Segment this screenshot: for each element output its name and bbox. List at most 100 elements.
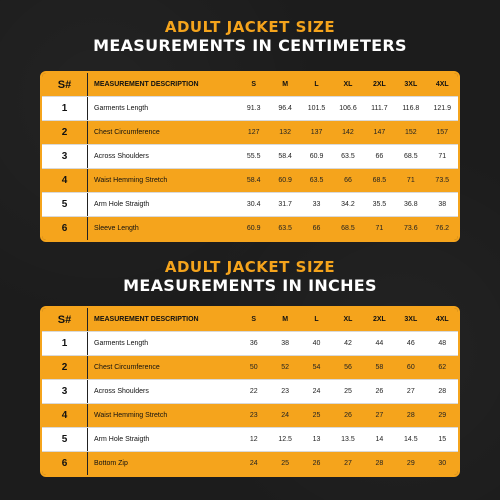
row-description: Garments Length: [94, 340, 149, 347]
table-row: 2 Chest Circumference 127 132 137 142 147 152 15…: [42, 120, 458, 144]
row-value: 60.9: [278, 177, 292, 184]
row-value: 68.5: [404, 153, 418, 160]
row-value: 30: [438, 460, 447, 467]
header-size-3xl: 3XL: [404, 81, 418, 88]
row-value: 42: [344, 340, 352, 347]
row-value: 24: [312, 388, 321, 395]
row-number: 5: [42, 428, 88, 451]
row-number: 4: [42, 404, 88, 427]
header-number: S#: [42, 73, 88, 96]
row-description: Arm Hole Straigth: [94, 436, 150, 443]
row-value: 157: [436, 129, 449, 136]
inches-table: S# MEASUREMENT DESCRIPTION S M L XL 2XL 3XL 4XL 1…: [40, 306, 460, 477]
row-value: 63.5: [309, 177, 324, 184]
row-value: 60.9: [309, 153, 324, 160]
row-value: 71: [438, 153, 447, 160]
row-number: 2: [42, 356, 88, 379]
row-value: 35.5: [372, 201, 387, 208]
row-value: 31.7: [278, 201, 292, 208]
table-row: 1 Garments Length 91.3 96.4 101.5 106.6 111.7 1…: [42, 96, 458, 120]
header-size-4xl: 4XL: [435, 81, 449, 88]
table-row: 6 Sleeve Length 60.9 63.5 66 68.5 71 73.6 76.2: [42, 216, 458, 240]
row-value: 23: [249, 412, 258, 419]
row-value: 14: [375, 436, 384, 443]
row-value: 28: [406, 412, 415, 419]
header-description: MEASUREMENT DESCRIPTION: [94, 316, 199, 323]
row-value: 48: [438, 340, 447, 347]
header-size-2xl: 2XL: [372, 316, 386, 323]
row-description: Bottom Zip: [94, 460, 128, 467]
row-value: 25: [312, 412, 321, 419]
row-value: 62: [438, 364, 447, 371]
cm-title-line1: ADULT JACKET SIZE: [164, 18, 336, 36]
row-value: 152: [404, 129, 417, 136]
row-value: 63.5: [278, 225, 292, 232]
row-value: 29: [438, 412, 447, 419]
header-size-3xl: 3XL: [404, 316, 418, 323]
row-value: 132: [279, 129, 291, 136]
header-size-xl: XL: [343, 316, 353, 323]
row-value: 34.2: [341, 201, 355, 208]
row-value: 28: [438, 388, 447, 395]
row-number: 5: [42, 193, 88, 216]
row-value: 60: [406, 364, 415, 371]
row-value: 15: [438, 436, 447, 443]
row-value: 96.4: [278, 105, 292, 112]
row-description: Waist Hemming Stretch: [94, 177, 168, 184]
table-row: 5 Arm Hole Straigth 12 12.5 13 13.5 14 14.5 15: [42, 427, 458, 451]
row-value: 58.4: [246, 177, 261, 184]
row-value: 106.6: [339, 105, 357, 112]
row-value: 46: [406, 340, 415, 347]
header-size-l: L: [314, 81, 319, 88]
row-description: Chest Circumference: [94, 129, 160, 136]
row-value: 23: [281, 388, 290, 395]
row-number: 3: [42, 145, 88, 168]
row-value: 12: [249, 436, 258, 443]
row-number: 2: [42, 121, 88, 144]
row-value: 68.5: [372, 177, 387, 184]
row-description: Waist Hemming Stretch: [94, 412, 168, 419]
table-header-row: S# MEASUREMENT DESCRIPTION S M L XL 2XL 3XL 4XL: [42, 308, 458, 331]
row-value: 14.5: [404, 436, 418, 443]
row-value: 24: [249, 460, 258, 467]
row-value: 26: [375, 388, 384, 395]
header-size-m: M: [282, 316, 289, 323]
row-value: 36: [249, 340, 258, 347]
row-value: 40: [312, 340, 321, 347]
row-value: 63.5: [341, 153, 355, 160]
row-number: 4: [42, 169, 88, 192]
inches-title-line2: MEASUREMENTS IN INCHES: [123, 276, 377, 295]
table-row: 5 Arm Hole Straigth 30.4 31.7 33 34.2 35.5 36.8…: [42, 192, 458, 216]
row-description: Arm Hole Straigth: [94, 201, 150, 208]
row-value: 38: [281, 340, 290, 347]
header-size-l: L: [314, 316, 319, 323]
table-row: 4 Waist Hemming Stretch 58.4 60.9 63.5 66 68.5…: [42, 168, 458, 192]
row-value: 24: [281, 412, 290, 419]
row-value: 13.5: [341, 436, 355, 443]
cm-title-line2: MEASUREMENTS IN CENTIMETERS: [93, 36, 407, 55]
row-number: 1: [42, 97, 88, 120]
row-number: 6: [42, 217, 88, 240]
table-row: 4 Waist Hemming Stretch 23 24 25 26 27 28 29: [42, 403, 458, 427]
row-value: 13: [312, 436, 321, 443]
row-value: 28: [375, 460, 384, 467]
table-row: 3 Across Shoulders 55.5 58.4 60.9 63.5 66 68.5 7…: [42, 144, 458, 168]
row-value: 71: [375, 225, 384, 232]
table-row: 1 Garments Length 36 38 40 42 44 46 48: [42, 331, 458, 355]
row-number: 6: [42, 452, 88, 475]
row-value: 56: [344, 364, 352, 371]
inches-section: ADULT JACKET SIZE MEASUREMENTS IN INCHES…: [0, 258, 500, 477]
row-value: 33: [312, 201, 321, 208]
row-value: 27: [406, 388, 415, 395]
row-value: 30.4: [246, 201, 261, 208]
header-size-s: S: [251, 81, 257, 88]
row-description: Garments Length: [94, 105, 149, 112]
row-value: 66: [375, 153, 384, 160]
row-value: 142: [342, 129, 354, 136]
row-value: 116.8: [402, 105, 420, 112]
row-value: 111.7: [371, 105, 388, 112]
row-value: 73.5: [435, 177, 450, 184]
row-value: 50: [249, 364, 258, 371]
row-value: 25: [281, 460, 290, 467]
row-value: 60.9: [246, 225, 261, 232]
